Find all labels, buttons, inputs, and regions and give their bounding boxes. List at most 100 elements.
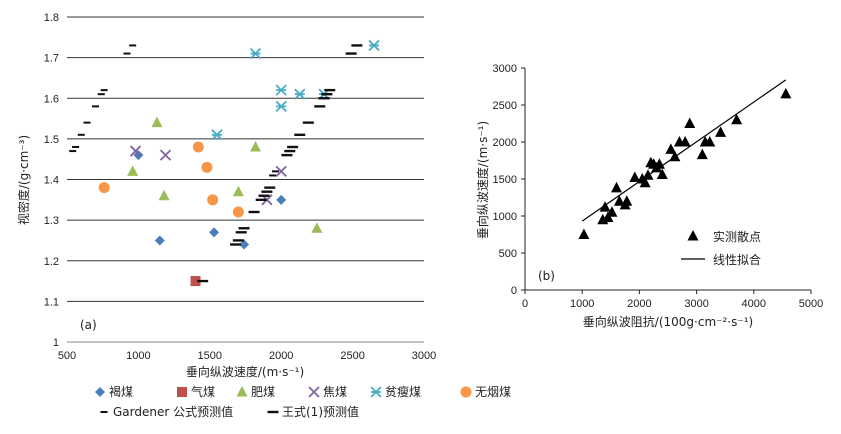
measured-point (599, 201, 611, 212)
measured-point (696, 148, 708, 160)
gas-coal-legend-marker (177, 387, 187, 397)
panel-a-y-tick: 1.2 (44, 256, 59, 268)
panel-b-y-tick: 3000 (493, 63, 517, 75)
panel-b-y-tick: 2500 (493, 100, 517, 112)
measured-point (731, 113, 743, 125)
panel-a-data-points (69, 39, 380, 287)
measured-point (656, 168, 668, 180)
panel-b-fit-line (581, 79, 787, 222)
panel-a-y-tick: 1.7 (44, 53, 59, 65)
panel-a-x-tick: 1000 (126, 350, 150, 362)
measured-point (653, 158, 665, 169)
panel-a-x-tick: 3000 (412, 350, 436, 362)
measured-point (642, 169, 654, 180)
panel-b-x-tick: 2000 (627, 298, 651, 310)
anthracite-point (232, 206, 244, 218)
panel-a-x-tick: 2000 (269, 350, 293, 362)
fat-coal-point (127, 165, 139, 176)
panel-a-gridlines (67, 16, 424, 302)
panel-a-x-tick-labels: 500 1000 1500 2000 2500 3000 (58, 350, 436, 362)
measured-point (780, 87, 792, 99)
panel-b-x-tick: 4000 (742, 298, 766, 310)
panel-b-x-tick-labels: 0 1000 2000 3000 4000 5000 (522, 290, 823, 310)
lignite-legend-label: 褐煤 (109, 384, 133, 399)
lignite-point (276, 194, 287, 205)
fat-coal-point (311, 222, 323, 233)
panel-a-x-tick: 500 (58, 350, 76, 362)
panel-b-y-tick: 500 (499, 248, 517, 260)
coking-coal-legend-label: 焦煤 (323, 385, 347, 399)
fat-coal-point (232, 185, 244, 197)
coking-coal-point (275, 165, 287, 178)
wang-eq1-prediction-legend-label: 王式(1)预测值 (282, 404, 359, 419)
panel-b-chart: 0 500 1000 1500 2000 2500 3000 0 1000 2000 3000 40… (475, 63, 823, 329)
panel-b-y-tick: 2000 (493, 137, 517, 149)
panel-a-y-tick: 1.1 (44, 296, 59, 308)
anthracite-point (192, 141, 204, 153)
fat-coal-point (249, 141, 261, 152)
anthracite-point (98, 182, 110, 194)
panel-b-y-tick: 1000 (493, 211, 517, 223)
coking-coal-legend-marker (308, 386, 320, 398)
measured-point (621, 195, 633, 206)
panel-a-chart: 1 1.1 1.2 1.3 1.4 1.5 1.6 1.7 1.8 500 1000 1500 200… (16, 12, 511, 419)
lean-coal-point (294, 88, 306, 100)
measured-point (679, 136, 691, 147)
fat-coal-legend-label: 肥煤 (251, 385, 275, 399)
linear-fit-line (581, 79, 787, 222)
panel-a-y-tick: 1.4 (44, 175, 59, 187)
panel-a-x-tick: 1500 (198, 350, 222, 362)
lignite-point (209, 227, 220, 238)
panel-b-x-tick: 3000 (684, 298, 708, 310)
coking-coal-point (129, 145, 142, 157)
panel-a-y-tick-labels: 1 1.1 1.2 1.3 1.4 1.5 1.6 1.7 1.8 (44, 12, 59, 349)
lignite-point (154, 235, 165, 246)
anthracite-point (201, 161, 213, 173)
fat-coal-point (158, 189, 170, 201)
gas-coal-point (190, 276, 201, 287)
lean-coal-point (211, 129, 223, 141)
lean-coal-point (368, 39, 380, 52)
measured-point (606, 206, 618, 217)
panel-b-y-tick: 0 (511, 285, 517, 297)
measured-legend-label: 实测散点 (713, 229, 761, 244)
panel-b-x-axis-label: 垂向纵波阻抗/(100g·cm⁻²·s⁻¹) (583, 314, 753, 329)
panel-b-y-axis-label: 垂向纵波速度/(m·s⁻¹) (475, 121, 490, 239)
anthracite-point (207, 194, 219, 206)
measured-point (665, 143, 677, 154)
lean-coal-legend-marker (370, 386, 382, 398)
panel-a-y-tick: 1.6 (44, 93, 59, 105)
anthracite-legend-label: 无烟煤 (475, 385, 511, 399)
panel-b-x-tick: 1000 (570, 298, 594, 310)
panel-b-x-tick: 5000 (799, 298, 823, 310)
lean-coal-legend-label: 贫瘦煤 (385, 384, 421, 399)
coking-coal-point (159, 149, 172, 161)
panel-a-x-axis-label: 垂向纵波速度/(m·s⁻¹) (186, 364, 304, 379)
gardener-prediction-legend-label: Gardener 公式预测值 (113, 404, 233, 419)
panel-b-data-points (578, 87, 792, 239)
panel-b-x-tick: 0 (522, 298, 528, 310)
panel-a-legend: 褐煤 气煤 肥煤 焦煤 贫瘦煤 无烟煤 Gardener 公式预测值 王式(1)预测值 (95, 384, 511, 419)
measured-point (629, 171, 641, 183)
lean-coal-point (249, 47, 262, 60)
panel-a-label: (a) (80, 318, 97, 332)
measured-point (613, 195, 625, 206)
anthracite-legend-marker (460, 386, 472, 398)
panel-a-y-tick: 1.3 (44, 215, 59, 227)
measured-point (715, 126, 727, 137)
panel-b-label: (b) (538, 269, 555, 283)
lignite-point (239, 239, 250, 250)
panel-a-y-tick: 1.8 (44, 12, 59, 24)
measured-legend-marker (687, 230, 699, 241)
measured-point (704, 136, 716, 147)
panel-a-y-tick: 1 (53, 337, 59, 349)
fat-coal-point (151, 116, 163, 128)
panel-b-y-tick: 1500 (493, 174, 517, 186)
measured-point (669, 150, 681, 162)
measured-point (578, 228, 590, 239)
measured-point (639, 176, 651, 188)
lean-coal-point (275, 100, 287, 113)
gas-coal-legend-label: 气煤 (191, 384, 215, 399)
